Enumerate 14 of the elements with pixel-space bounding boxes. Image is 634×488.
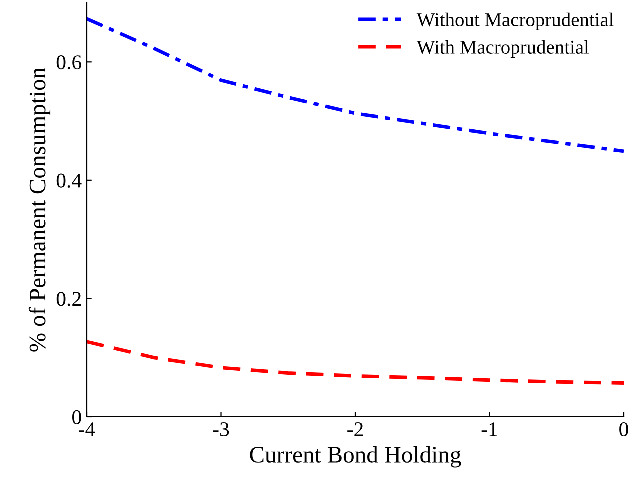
y-tick-label: 0.4 bbox=[56, 174, 82, 188]
x-tick-label: 0 bbox=[620, 422, 628, 437]
x-axis-title: Current Bond Holding bbox=[250, 446, 462, 468]
x-tick-label: -4 bbox=[79, 422, 96, 436]
x-tick-label: -2 bbox=[348, 422, 364, 436]
y-tick-label: 0.2 bbox=[56, 292, 81, 306]
y-axis-title: % of Permanent Consumption bbox=[28, 68, 51, 352]
legend-label: Without Macroprudential bbox=[416, 12, 614, 30]
line-series bbox=[87, 340, 624, 386]
y-tick-label: 0.6 bbox=[56, 56, 82, 70]
y-tick-label: 0 bbox=[72, 410, 82, 424]
x-tick-label: -3 bbox=[213, 422, 230, 437]
legend-label: With Macroprudential bbox=[416, 40, 590, 58]
x-tick-label: -1 bbox=[482, 422, 498, 436]
